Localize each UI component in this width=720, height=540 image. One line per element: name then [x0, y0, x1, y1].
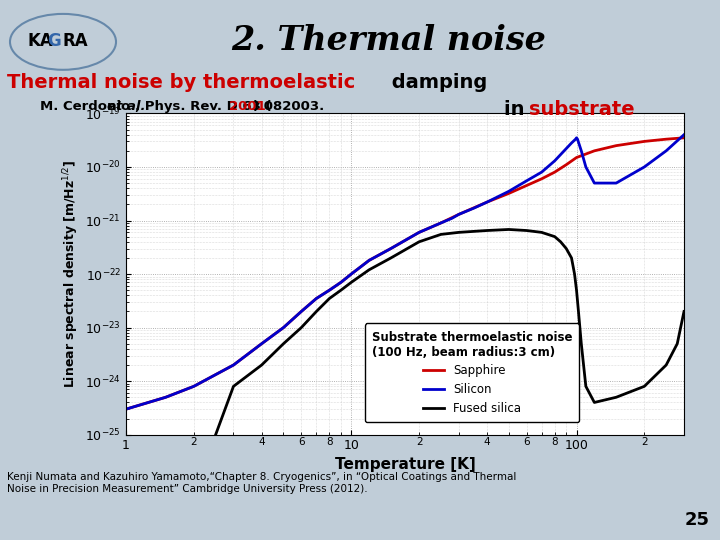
Text: 2001: 2001 [229, 100, 266, 113]
Legend: Sapphire, Silicon, Fused silica: Sapphire, Silicon, Fused silica [364, 323, 580, 422]
Text: Thermal noise by thermoelastic: Thermal noise by thermoelastic [7, 73, 356, 92]
Text: Kenji Numata and Kazuhiro Yamamoto,“Chapter 8. Cryogenics”, in “Optical Coatings: Kenji Numata and Kazuhiro Yamamoto,“Chap… [7, 472, 516, 494]
Text: in: in [504, 100, 538, 119]
Text: et al.: et al. [107, 100, 145, 113]
Text: M. Cerdonio: M. Cerdonio [40, 100, 135, 113]
Text: 2. Thermal noise: 2. Thermal noise [231, 24, 546, 57]
Text: , Phys. Rev. D 63 (: , Phys. Rev. D 63 ( [135, 100, 272, 113]
Text: ) 082003.: ) 082003. [253, 100, 325, 113]
X-axis label: Temperature [K]: Temperature [K] [335, 457, 475, 472]
Text: substrate: substrate [529, 100, 635, 119]
Text: RA: RA [63, 32, 89, 50]
Text: KA: KA [27, 32, 53, 50]
Y-axis label: Linear spectral density [m/Hz$^{1/2}$]: Linear spectral density [m/Hz$^{1/2}$] [61, 160, 81, 388]
Text: damping: damping [385, 73, 487, 92]
Text: 25: 25 [684, 511, 709, 529]
Text: G: G [47, 32, 60, 50]
